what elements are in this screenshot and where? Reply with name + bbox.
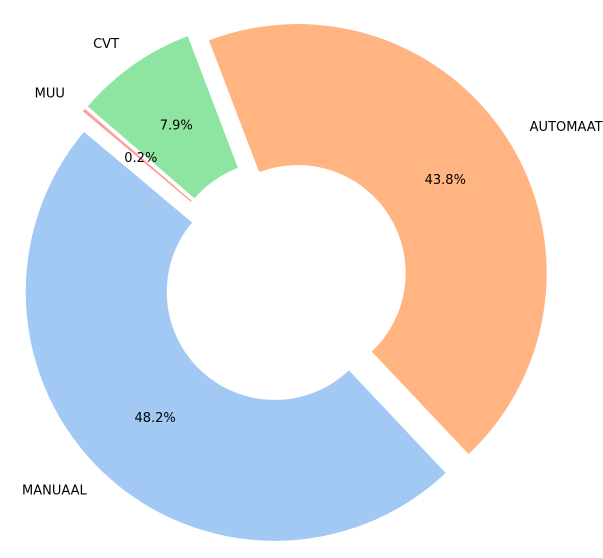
percent-label-muu: 0.2% bbox=[124, 151, 157, 166]
slice-muu bbox=[82, 108, 192, 202]
slice-manuaal bbox=[25, 131, 446, 541]
category-label-muu: MUU bbox=[35, 86, 65, 101]
slice-automaat bbox=[208, 24, 547, 455]
percent-label-cvt: 7.9% bbox=[160, 119, 193, 134]
category-label-cvt: CVT bbox=[93, 37, 119, 52]
slices-group bbox=[25, 24, 547, 541]
percent-label-manuaal: 48.2% bbox=[134, 411, 175, 426]
percent-label-automaat: 43.8% bbox=[425, 173, 466, 188]
category-label-automaat: AUTOMAAT bbox=[530, 120, 603, 135]
category-label-manuaal: MANUAAL bbox=[22, 484, 87, 499]
labels-group: MANUAAL 48.2% AUTOMAAT 43.8% CVT 7.9% MUU 0.2% bbox=[22, 37, 603, 499]
slice-cvt bbox=[87, 36, 238, 199]
